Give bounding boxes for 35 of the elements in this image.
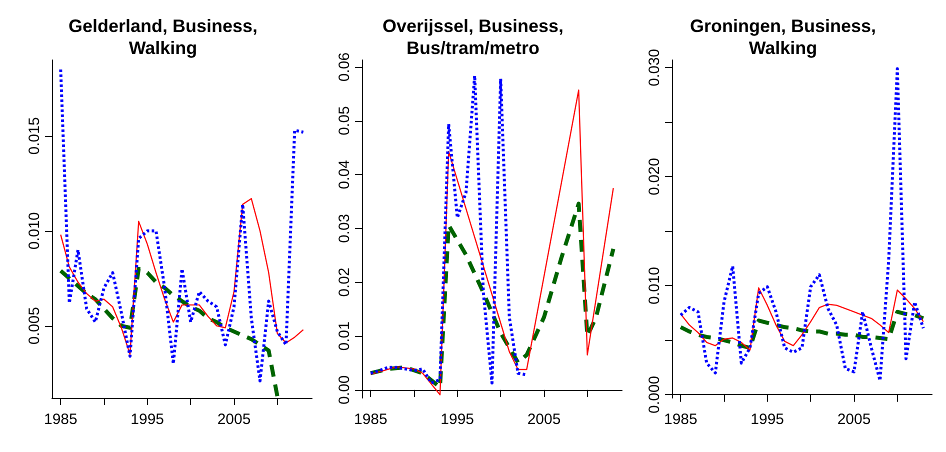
chart-title: Groningen, Business, Walking — [690, 16, 876, 58]
y-tick-label: 0.06 — [336, 52, 353, 82]
line-series — [59, 68, 305, 382]
y-tick-label: 0.020 — [646, 158, 663, 196]
line-series — [678, 310, 926, 350]
line-series — [679, 67, 925, 382]
line-series — [368, 202, 616, 390]
x-tick-label: 2005 — [837, 411, 871, 428]
y-tick-label: 0.01 — [336, 322, 353, 351]
y-tick-label: 0.010 — [646, 266, 663, 304]
x-tick-label: 1995 — [440, 411, 474, 428]
y-tick-label: 0.02 — [336, 268, 353, 297]
x-tick-label: 2005 — [527, 411, 561, 428]
y-tick-label: 0.05 — [336, 106, 353, 136]
chart-title: Gelderland, Business, Walking — [68, 16, 258, 58]
x-tick-label: 1985 — [664, 411, 698, 428]
y-tick-label: 0.010 — [26, 212, 43, 250]
x-tick-label: 1985 — [44, 411, 78, 428]
y-tick-label: 0.030 — [646, 48, 663, 86]
line-series — [369, 74, 528, 384]
y-tick-label: 0.00 — [336, 375, 353, 405]
x-tick-label: 1995 — [130, 411, 164, 428]
x-tick-label: 1995 — [750, 411, 784, 428]
line-series — [58, 266, 280, 398]
line-series — [60, 198, 304, 355]
line-series — [370, 90, 614, 396]
line-series — [680, 287, 924, 351]
y-tick-label: 0.000 — [646, 376, 663, 414]
x-tick-label: 2005 — [217, 411, 251, 428]
y-tick-label: 0.03 — [336, 214, 353, 244]
y-tick-label: 0.005 — [26, 307, 43, 345]
y-tick-label: 0.04 — [336, 160, 353, 190]
x-tick-label: 1985 — [354, 411, 388, 428]
y-tick-label: 0.015 — [26, 117, 43, 155]
chart-title: Overijssel, Business, Bus/tram/metro — [382, 16, 564, 58]
